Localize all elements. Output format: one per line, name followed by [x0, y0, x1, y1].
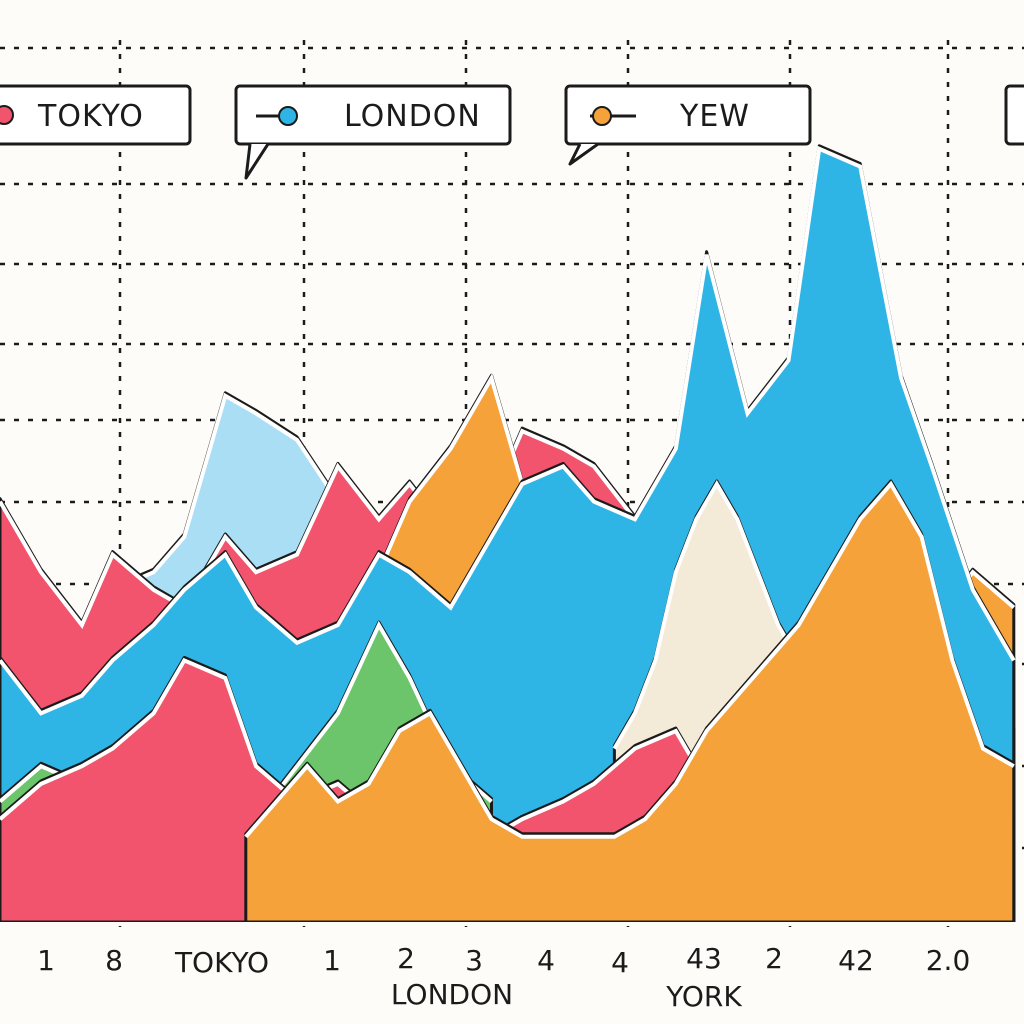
x-tick-label: 1	[323, 944, 341, 977]
x-tick-label: 4	[537, 944, 555, 977]
x-tick-label: 1	[37, 944, 55, 977]
legend-item-tokyo: TOKYO	[0, 84, 192, 146]
x-group-label-london: LONDON	[391, 978, 513, 1011]
yew-swatch	[592, 106, 612, 126]
x-tick-label: 3	[465, 944, 483, 977]
legend-label-tokyo: TOKYO	[37, 99, 144, 134]
x-tick-label: 4	[611, 946, 629, 979]
x-tick-label: 43	[686, 942, 722, 975]
legend-label-yew: YEW	[679, 99, 750, 134]
legend-item-cut-off	[1004, 84, 1024, 146]
area-series-highlight-3	[0, 145, 1016, 716]
london-swatch	[278, 106, 298, 126]
legend-label-london: LONDON	[344, 99, 481, 134]
legend-item-yew: YEW	[564, 84, 812, 166]
tokyo-swatch	[0, 105, 14, 125]
x-tick-label: 2.0	[926, 944, 971, 977]
area-series-highlight-7	[244, 480, 1015, 839]
x-tick-label: 42	[838, 944, 874, 977]
x-group-label-york: YORK	[665, 980, 742, 1013]
legend-item-london: LONDON	[234, 84, 512, 180]
x-tick-label: 2	[397, 942, 415, 975]
x-tick-label: 8	[105, 944, 123, 977]
x-tick-label: 2	[765, 942, 783, 975]
chart-series	[0, 144, 1024, 926]
x-axis-ticks: 1 8 TOKYO 1 2 3 4 4 43 2 42 2.0 LONDON Y…	[37, 942, 970, 1013]
x-tick-label: TOKYO	[174, 946, 269, 979]
chart-legend: TOKYO LONDON YEW	[0, 84, 1024, 180]
